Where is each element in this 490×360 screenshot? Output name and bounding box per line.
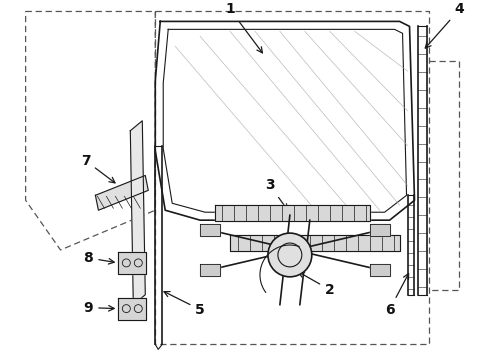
Polygon shape bbox=[230, 235, 399, 251]
Text: 7: 7 bbox=[81, 154, 115, 183]
Polygon shape bbox=[96, 175, 148, 210]
Text: 1: 1 bbox=[225, 3, 263, 53]
Polygon shape bbox=[119, 298, 147, 320]
Text: 2: 2 bbox=[298, 272, 335, 297]
Polygon shape bbox=[200, 224, 220, 236]
Text: 9: 9 bbox=[84, 301, 114, 315]
Polygon shape bbox=[215, 205, 369, 221]
Polygon shape bbox=[369, 264, 390, 276]
Circle shape bbox=[268, 233, 312, 277]
Polygon shape bbox=[200, 264, 220, 276]
Text: 8: 8 bbox=[84, 251, 114, 265]
Polygon shape bbox=[130, 121, 145, 305]
Polygon shape bbox=[369, 224, 390, 236]
Text: 3: 3 bbox=[265, 179, 288, 210]
Text: 4: 4 bbox=[425, 3, 464, 48]
Polygon shape bbox=[119, 252, 147, 274]
Text: 6: 6 bbox=[385, 274, 409, 316]
Text: 5: 5 bbox=[164, 292, 205, 316]
